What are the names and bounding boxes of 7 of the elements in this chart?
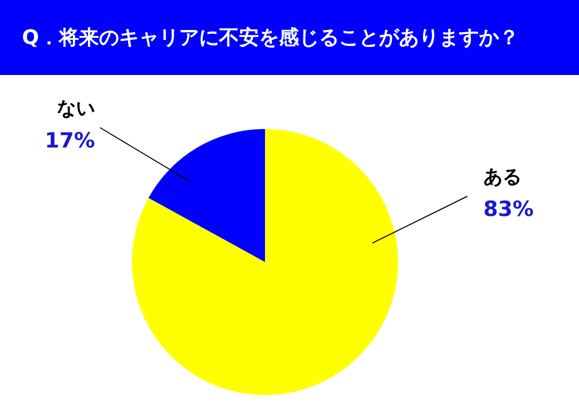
data-label: 83% (483, 197, 534, 222)
chart-title: Q．将来のキャリアに不安を感じることがありますか？ (22, 25, 520, 49)
slice-label: ない (57, 98, 95, 120)
slice-label: ある (483, 166, 522, 188)
data-label: 17% (44, 128, 95, 153)
pie-slice (148, 129, 265, 262)
pie-slice (132, 129, 398, 395)
